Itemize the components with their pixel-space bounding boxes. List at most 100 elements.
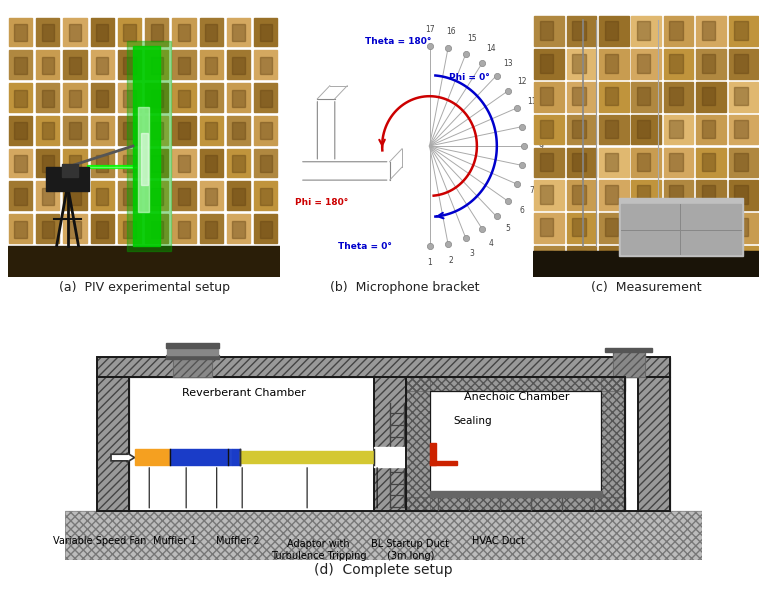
Bar bbox=[173, 247, 196, 276]
Bar bbox=[91, 148, 114, 178]
Bar bbox=[36, 17, 59, 46]
Bar bbox=[734, 54, 748, 73]
Bar bbox=[254, 83, 277, 112]
Bar bbox=[127, 41, 171, 251]
Bar bbox=[150, 57, 163, 74]
Bar bbox=[41, 57, 54, 74]
Bar bbox=[604, 153, 618, 171]
Bar bbox=[227, 247, 250, 276]
Bar bbox=[670, 218, 683, 237]
Bar bbox=[199, 148, 222, 178]
Bar bbox=[178, 24, 190, 41]
Bar bbox=[150, 89, 163, 107]
Bar bbox=[664, 148, 693, 177]
Bar bbox=[599, 148, 629, 177]
Bar bbox=[670, 87, 683, 105]
Bar bbox=[734, 120, 748, 138]
Text: Phi = 0°: Phi = 0° bbox=[449, 73, 490, 82]
Bar bbox=[173, 50, 196, 79]
Bar bbox=[199, 247, 222, 276]
Bar bbox=[227, 148, 250, 178]
Bar bbox=[535, 148, 564, 177]
Bar bbox=[167, 347, 218, 355]
Bar bbox=[696, 115, 726, 144]
Bar bbox=[15, 122, 27, 139]
Bar bbox=[178, 57, 190, 74]
Bar bbox=[232, 89, 245, 107]
Bar bbox=[631, 17, 661, 46]
Bar bbox=[729, 246, 759, 275]
Bar bbox=[664, 115, 693, 144]
Bar bbox=[604, 21, 618, 40]
Bar bbox=[540, 185, 554, 204]
Bar bbox=[572, 21, 586, 40]
Bar bbox=[199, 116, 222, 145]
Bar bbox=[631, 115, 661, 144]
Text: 15: 15 bbox=[467, 34, 477, 43]
Bar bbox=[123, 89, 136, 107]
Bar bbox=[97, 377, 129, 511]
Bar bbox=[173, 17, 196, 46]
Bar bbox=[178, 253, 190, 271]
Bar bbox=[540, 87, 554, 105]
Bar bbox=[702, 185, 715, 204]
Bar bbox=[205, 57, 217, 74]
Bar bbox=[239, 451, 374, 464]
Bar bbox=[9, 181, 32, 210]
Bar bbox=[572, 120, 586, 138]
Bar bbox=[150, 188, 163, 205]
Bar bbox=[118, 214, 141, 243]
Text: 1: 1 bbox=[427, 258, 432, 267]
Bar bbox=[729, 17, 759, 46]
Bar bbox=[232, 155, 245, 172]
Bar bbox=[734, 185, 748, 204]
Bar bbox=[64, 17, 87, 46]
Bar bbox=[173, 148, 196, 178]
Bar bbox=[118, 247, 141, 276]
Bar bbox=[374, 377, 406, 511]
Text: Muffler 2: Muffler 2 bbox=[216, 536, 259, 547]
Bar bbox=[15, 253, 27, 271]
Bar bbox=[64, 247, 87, 276]
Bar bbox=[631, 49, 661, 79]
Bar bbox=[601, 377, 625, 511]
Bar bbox=[173, 356, 212, 377]
Bar bbox=[670, 185, 683, 204]
Bar bbox=[232, 24, 245, 41]
Bar bbox=[572, 251, 586, 269]
Bar bbox=[96, 155, 108, 172]
Bar bbox=[135, 449, 170, 465]
Bar bbox=[178, 155, 190, 172]
Bar bbox=[232, 449, 239, 465]
Bar bbox=[232, 122, 245, 139]
Bar bbox=[205, 221, 217, 238]
Text: 9: 9 bbox=[538, 141, 543, 151]
Bar bbox=[637, 87, 650, 105]
Bar bbox=[205, 89, 217, 107]
Bar bbox=[199, 181, 222, 210]
Bar bbox=[670, 251, 683, 269]
Bar bbox=[604, 54, 618, 73]
Bar bbox=[664, 17, 693, 46]
Bar bbox=[205, 253, 217, 271]
Bar bbox=[36, 116, 59, 145]
Text: (b)  Microphone bracket: (b) Microphone bracket bbox=[331, 281, 479, 294]
Bar bbox=[173, 214, 196, 243]
Bar bbox=[15, 24, 27, 41]
Bar bbox=[36, 214, 59, 243]
Bar bbox=[406, 497, 625, 511]
Bar bbox=[729, 115, 759, 144]
Bar bbox=[205, 122, 217, 139]
Bar bbox=[254, 17, 277, 46]
Bar bbox=[374, 377, 406, 511]
Bar bbox=[664, 181, 693, 210]
Bar bbox=[567, 148, 597, 177]
Bar bbox=[36, 247, 59, 276]
Bar bbox=[91, 214, 114, 243]
Bar bbox=[232, 57, 245, 74]
Bar bbox=[619, 198, 743, 256]
Bar bbox=[702, 87, 715, 105]
Bar bbox=[91, 247, 114, 276]
Bar bbox=[36, 50, 59, 79]
Text: 14: 14 bbox=[486, 45, 496, 54]
